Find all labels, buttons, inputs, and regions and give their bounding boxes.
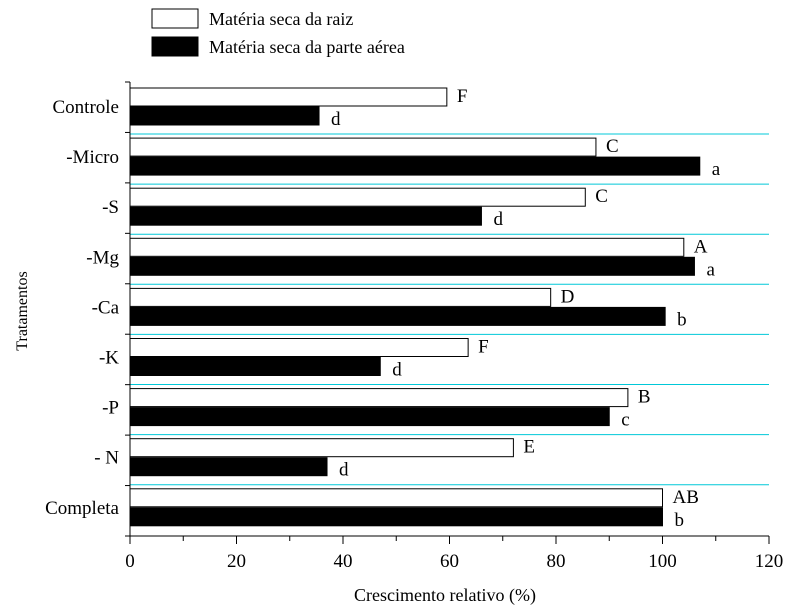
- root-bar: [129, 187, 586, 207]
- shoot-letter-label: a: [706, 259, 715, 280]
- shoot-letter-label: d: [392, 360, 402, 381]
- category-label: Completa: [45, 498, 119, 519]
- legend-label-shoot: Matéria seca da parte aérea: [209, 37, 405, 57]
- shoot-bar: [129, 357, 381, 376]
- category-label: -Micro: [66, 147, 119, 168]
- y-axis-title: Tratamentos: [14, 271, 31, 350]
- shoot-bar: [129, 306, 666, 326]
- category-label: -Ca: [92, 297, 120, 318]
- category-label: - N: [94, 448, 119, 469]
- root-letter-label: C: [595, 186, 608, 207]
- root-bar: [129, 488, 663, 508]
- root-bar: [129, 338, 469, 357]
- x-tick-label: 40: [334, 551, 353, 572]
- root-bar: [129, 388, 629, 408]
- category-label: Controle: [53, 97, 120, 118]
- x-tick-label: 100: [648, 551, 677, 572]
- root-letter-label: E: [523, 437, 535, 458]
- root-bar: [129, 287, 552, 307]
- shoot-bar: [129, 507, 663, 527]
- category-label: -P: [102, 398, 119, 419]
- shoot-letter-label: d: [331, 109, 341, 130]
- root-bar: [129, 137, 597, 157]
- root-letter-label: A: [694, 236, 708, 257]
- root-letter-label: AB: [673, 487, 699, 508]
- shoot-bar: [129, 256, 695, 276]
- shoot-bar: [129, 407, 610, 427]
- legend-swatch-root: [151, 8, 199, 29]
- x-tick-label: 20: [227, 551, 246, 572]
- root-letter-label: B: [638, 387, 651, 408]
- root-bar: [129, 438, 514, 458]
- shoot-letter-label: b: [677, 309, 687, 330]
- root-bar: [129, 237, 685, 257]
- x-axis-title: Crescimento relativo (%): [354, 585, 536, 606]
- shoot-letter-label: b: [675, 510, 685, 531]
- category-label: -Mg: [86, 247, 119, 268]
- category-label: -K: [99, 348, 119, 369]
- root-letter-label: C: [606, 136, 619, 157]
- x-tick-label: 60: [440, 551, 459, 572]
- shoot-bar: [129, 206, 482, 226]
- root-letter-label: F: [457, 86, 468, 107]
- shoot-bar: [129, 106, 320, 126]
- legend-label-root: Matéria seca da raiz: [209, 9, 353, 29]
- x-tick-label: 120: [755, 551, 784, 572]
- x-tick-label: 80: [547, 551, 566, 572]
- shoot-bar: [129, 156, 701, 176]
- x-tick-label: 0: [125, 551, 135, 572]
- root-letter-label: D: [561, 286, 575, 307]
- legend-swatch-shoot: [151, 36, 199, 57]
- root-bar: [129, 87, 448, 107]
- shoot-letter-label: a: [712, 159, 721, 180]
- root-letter-label: F: [478, 337, 489, 358]
- shoot-letter-label: c: [621, 410, 629, 431]
- shoot-letter-label: d: [493, 209, 503, 230]
- category-label: -S: [102, 197, 119, 218]
- shoot-letter-label: d: [339, 460, 349, 481]
- shoot-bar: [129, 457, 328, 477]
